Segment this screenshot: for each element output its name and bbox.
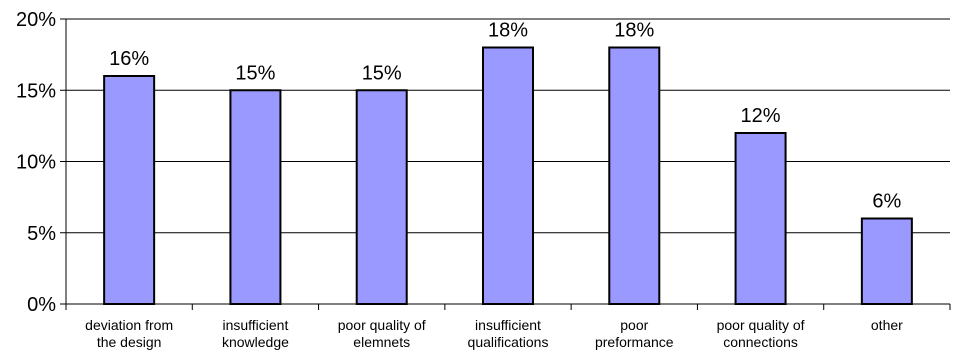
x-tick-label: other bbox=[871, 317, 903, 333]
bar bbox=[103, 75, 156, 305]
data-label: 12% bbox=[741, 105, 781, 127]
y-tick-label: 10% bbox=[16, 152, 56, 174]
data-label: 18% bbox=[614, 20, 654, 42]
y-tick-label: 20% bbox=[16, 9, 56, 31]
x-tick-label: poor quality of connections bbox=[717, 317, 805, 350]
x-tick-label: deviation from the design bbox=[85, 317, 173, 350]
x-tick-label-line: the design bbox=[97, 334, 162, 350]
x-tick-label-line: connections bbox=[723, 334, 798, 350]
x-tick-label: poor preformance bbox=[595, 317, 674, 350]
y-tick-label: 0% bbox=[27, 294, 56, 316]
x-tick-label-line: insufficient bbox=[475, 317, 541, 333]
data-label: 16% bbox=[109, 48, 149, 70]
y-tick-label: 15% bbox=[16, 80, 56, 102]
x-tick-label-line: poor bbox=[620, 317, 648, 333]
x-tick-label: poor quality of elemnets bbox=[338, 317, 426, 350]
bar bbox=[608, 46, 661, 305]
x-tick-label-line: preformance bbox=[595, 334, 674, 350]
bar bbox=[229, 89, 282, 305]
data-label: 6% bbox=[872, 191, 901, 213]
y-tick-label: 5% bbox=[27, 223, 56, 245]
x-tick-label-line: elemnets bbox=[353, 334, 410, 350]
x-tick-label-line: insufficient bbox=[222, 317, 288, 333]
x-tick-label-line: poor quality of bbox=[717, 317, 805, 333]
data-label: 18% bbox=[488, 20, 528, 42]
x-tick-label: insufficient knowledge bbox=[222, 317, 289, 350]
x-tick-label: insufficient qualifications bbox=[468, 317, 549, 350]
y-axis-ticks: 0% 5% 10% 15% 20% bbox=[16, 9, 66, 316]
data-label: 15% bbox=[362, 62, 402, 84]
bar bbox=[355, 89, 408, 305]
bar bbox=[860, 217, 913, 305]
x-tick-label-line: poor quality of bbox=[338, 317, 426, 333]
bar-series bbox=[103, 46, 913, 305]
data-labels: 16% 15% 15% 18% 18% 12% 6% bbox=[109, 20, 901, 213]
data-label: 15% bbox=[235, 62, 275, 84]
x-tick-label-line: knowledge bbox=[222, 334, 289, 350]
bar bbox=[734, 132, 787, 305]
x-tick-label-line: qualifications bbox=[468, 334, 549, 350]
x-tick-label-line: deviation from bbox=[85, 317, 173, 333]
x-tick-label-line: other bbox=[871, 317, 903, 333]
bar bbox=[482, 46, 534, 305]
